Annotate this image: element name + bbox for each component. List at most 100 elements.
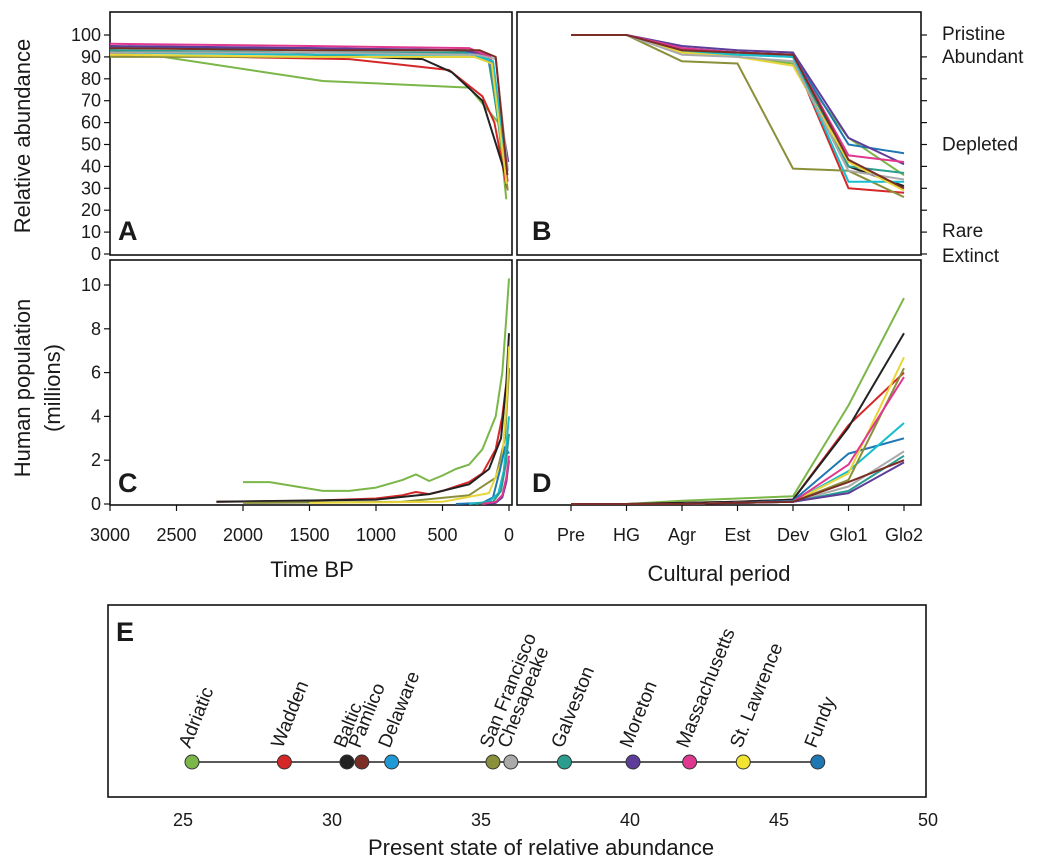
x-axis-title-time: Time BP (270, 557, 354, 582)
y-tick-label-a: 50 (81, 135, 101, 155)
site-marker-baltic (339, 754, 355, 770)
series-line-a-9 (109, 53, 508, 185)
x-tick-label-e: 40 (620, 810, 640, 830)
site-label: Massachusetts (673, 626, 740, 751)
x-axis-title-period: Cultural period (647, 561, 790, 586)
site-label: Galveston (548, 664, 600, 751)
series-line-a-6 (109, 45, 510, 163)
y-tick-label-a: 80 (81, 69, 101, 89)
site-marker-chesapeake (503, 754, 519, 770)
series-line-d-2 (571, 332, 905, 505)
site-marker-wadden (276, 754, 292, 770)
y-tick-label-a: 10 (81, 222, 101, 242)
panel-e-frame (107, 604, 927, 798)
series-line-d-1 (571, 371, 905, 505)
series-line-a-4 (110, 47, 507, 167)
y-axis-title-bottom: Human population (10, 299, 35, 478)
site-marker-san-francisco (485, 754, 501, 770)
site-label: Delaware (375, 669, 425, 751)
y-tick-label-a: 20 (81, 200, 101, 220)
x-tick-label-d: Dev (777, 525, 809, 545)
x-tick-label-c: 2500 (156, 525, 196, 545)
y-tick-label-c: 0 (91, 494, 101, 514)
x-tick-label-c: 2000 (223, 525, 263, 545)
site-marker-moreton (625, 754, 641, 770)
panel-d-frame (516, 259, 922, 506)
series-line-a-7 (109, 42, 509, 182)
panel-b-frame (516, 11, 922, 256)
series-line-a-3 (110, 55, 509, 191)
y-tick-label-a: 60 (81, 113, 101, 133)
x-tick-label-e: 25 (173, 810, 193, 830)
series-line-c-0 (243, 278, 510, 492)
site-label: Moreton (616, 678, 662, 750)
axis-titles: Relative abundance Human population (mil… (10, 39, 791, 860)
panel-tags: A B C D E (116, 216, 552, 647)
y-tick-label-c: 6 (91, 363, 101, 383)
panel-tag-c: C (118, 468, 138, 498)
x-tick-label-e: 35 (471, 810, 491, 830)
y-tick-label-a: 90 (81, 47, 101, 67)
y-axis-title-bottom-units: (millions) (40, 344, 65, 432)
series-line-d-3 (571, 437, 905, 505)
state-label-pristine: Pristine (942, 24, 1005, 45)
panel-d: Pre HG Agr Est Dev Glo1 Glo2 (516, 259, 923, 545)
y-axis-title-top: Relative abundance (10, 39, 35, 233)
y-tick-label-a: 100 (71, 25, 101, 45)
site-marker-massachusetts (682, 754, 698, 770)
x-tick-label-d: HG (613, 525, 640, 545)
panel-c-frame (109, 259, 513, 506)
panel-tag-a: A (118, 216, 138, 246)
y-tick-label-c: 10 (81, 275, 101, 295)
panel-tag-d: D (532, 468, 552, 498)
series-line-b-11 (571, 34, 905, 190)
panel-c: 0 2 4 6 8 10 3000 2500 2000 1500 1000 500 0 (81, 259, 514, 545)
x-tick-label-c: 3000 (90, 525, 130, 545)
state-label-abundant: Abundant (942, 47, 1024, 68)
series-line-a-11 (109, 47, 509, 176)
y-tick-label-c: 4 (91, 406, 101, 426)
x-tick-label-d: Est (724, 525, 750, 545)
x-tick-label-c: 1500 (289, 525, 329, 545)
panel-tag-b: B (532, 216, 552, 246)
series-line-a-8 (109, 51, 506, 156)
series-line-c-4 (309, 346, 510, 504)
site-marker-galveston (556, 754, 572, 770)
panel-a-frame (109, 11, 513, 256)
series-line-a-2 (109, 49, 506, 174)
x-axis-title-state: Present state of relative abundance (368, 835, 714, 860)
panel-tag-e: E (116, 617, 134, 647)
series-line-b-10 (571, 34, 905, 181)
y-tick-label-c: 8 (91, 319, 101, 339)
x-tick-label-c: 1000 (356, 525, 396, 545)
series-line-a-1 (109, 53, 508, 189)
series-line-d-7 (571, 450, 905, 505)
series-line-a-0 (109, 51, 508, 200)
site-marker-pamlico (354, 754, 370, 770)
site-marker-adriatic (184, 754, 200, 770)
x-tick-label-d: Glo2 (885, 525, 923, 545)
y-tick-label-a: 40 (81, 156, 101, 176)
series-line-c-9 (482, 455, 510, 505)
x-tick-label-d: Glo1 (829, 525, 867, 545)
site-marker-delaware (384, 754, 400, 770)
state-label-depleted: Depleted (942, 135, 1018, 156)
site-label: Adriatic (175, 684, 218, 751)
state-label-rare: Rare (942, 221, 983, 242)
x-tick-label-e: 50 (918, 810, 938, 830)
y-tick-label-a: 70 (81, 91, 101, 111)
site-label: Wadden (268, 678, 314, 751)
site-marker-fundy (810, 754, 826, 770)
site-label: St. Lawrence (726, 640, 787, 751)
x-tick-label-d: Pre (557, 525, 585, 545)
x-tick-label-c: 500 (427, 525, 457, 545)
series-line-c-2 (216, 333, 510, 503)
x-tick-label-e: 30 (322, 810, 342, 830)
y-tick-label-a: 30 (81, 178, 101, 198)
series-line-d-11 (571, 459, 905, 505)
y-tick-label-c: 2 (91, 450, 101, 470)
